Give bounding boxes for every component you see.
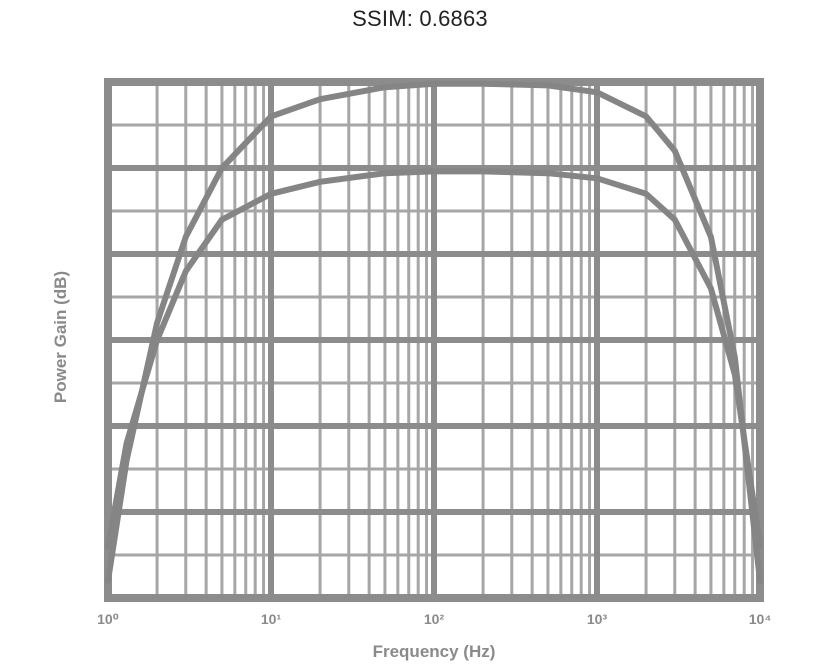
x-axis-label: Frequency (Hz)	[373, 642, 496, 661]
x-tick-label: 10⁰	[97, 611, 119, 627]
x-tick-label: 10³	[587, 611, 608, 627]
x-tick-label: 10¹	[261, 611, 282, 627]
chart-title: SSIM: 0.6863	[352, 6, 488, 31]
series-line-1	[105, 80, 763, 584]
series-layer	[105, 80, 763, 584]
x-tick-label: 10⁴	[749, 611, 772, 627]
tick-labels: 10⁰ 10¹ 10² 10³ 10⁴	[97, 611, 771, 627]
y-axis-label: Power Gain (dB)	[51, 271, 70, 403]
series-line-2	[105, 168, 763, 550]
x-tick-label: 10²	[424, 611, 445, 627]
